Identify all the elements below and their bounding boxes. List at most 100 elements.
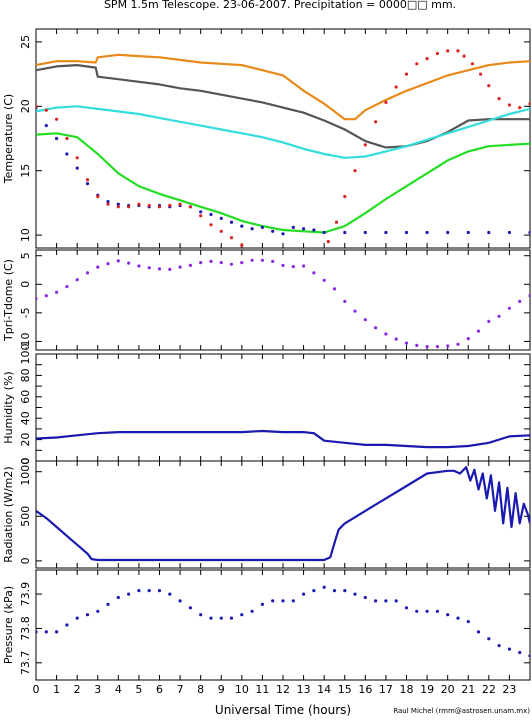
y-tick-label: 5	[19, 252, 32, 259]
data-point	[446, 613, 450, 617]
data-point	[394, 599, 398, 603]
data-point	[219, 261, 223, 265]
data-point	[229, 262, 234, 266]
data-point	[281, 599, 285, 603]
y-tick-label: 40	[19, 411, 32, 425]
data-point	[415, 343, 419, 347]
data-point	[353, 309, 357, 313]
data-point	[415, 609, 419, 613]
y-tick-label: 20	[19, 99, 32, 113]
y-tick-label: 0	[19, 557, 32, 564]
data-point	[229, 236, 234, 240]
data-point	[85, 271, 90, 275]
y-tick-label: 80	[19, 368, 32, 382]
data-point	[65, 623, 69, 627]
data-point	[85, 178, 90, 182]
data-point	[456, 616, 460, 620]
data-point	[302, 592, 306, 596]
y-axis-label: Radiation (W/m2)	[2, 466, 15, 562]
data-point	[168, 592, 172, 596]
data-point	[168, 267, 172, 271]
data-point	[343, 230, 347, 235]
data-point	[260, 225, 264, 229]
x-tick-label: 10	[235, 683, 249, 696]
data-point	[240, 243, 244, 247]
data-point	[394, 337, 398, 341]
y-axis-label: Tpri-Tdome (C)	[2, 259, 15, 342]
data-point	[343, 589, 347, 593]
data-point	[466, 337, 470, 341]
x-axis-label: Universal Time (hours)	[215, 703, 351, 717]
data-point	[65, 285, 69, 289]
data-point	[44, 108, 48, 112]
data-point	[116, 595, 120, 600]
data-point	[75, 156, 79, 160]
series-line	[36, 132, 530, 234]
series-blue	[36, 106, 530, 236]
data-point	[462, 54, 466, 58]
data-point	[384, 230, 388, 235]
data-point	[466, 230, 470, 235]
data-point	[322, 585, 326, 589]
y-tick-label: -5	[19, 307, 32, 318]
data-point	[497, 644, 501, 648]
x-tick-label: 0	[33, 683, 40, 696]
panel-radiation: 0 500 1000 Radiation (W/m2)	[2, 458, 531, 569]
series-line	[36, 53, 530, 121]
data-point	[302, 264, 306, 268]
data-point	[334, 220, 339, 224]
data-point	[96, 609, 100, 613]
y-tick-label: 500	[19, 506, 32, 527]
y-axis-label: Pressure (kPa)	[2, 586, 15, 664]
data-point	[384, 332, 388, 336]
data-point	[250, 258, 254, 262]
data-point	[116, 259, 120, 263]
y-tick-label: 73.9	[19, 582, 32, 607]
data-point	[456, 49, 460, 53]
panel-tpri-tdome: -10 -5 0 5 Tpri-Tdome (C)	[2, 249, 531, 351]
data-point	[332, 287, 337, 291]
y-tick-label: 15	[19, 164, 32, 178]
data-point	[446, 230, 450, 235]
data-point	[229, 616, 234, 620]
data-layer	[36, 49, 530, 247]
x-tick-label: 16	[358, 683, 372, 696]
data-point	[404, 72, 409, 76]
panel-frame	[35, 28, 531, 249]
data-point	[127, 261, 131, 265]
x-tick-label: 19	[420, 683, 434, 696]
data-point	[157, 589, 162, 593]
data-point	[425, 345, 429, 349]
series-line	[36, 466, 530, 562]
data-point	[168, 203, 172, 208]
data-point	[137, 202, 141, 206]
data-point	[456, 342, 460, 346]
data-point	[487, 319, 491, 323]
data-point	[528, 294, 530, 298]
data-point	[106, 202, 110, 206]
series-blue	[36, 585, 530, 658]
data-point	[518, 650, 522, 655]
x-tick-label: 8	[197, 683, 204, 696]
data-point	[374, 599, 378, 603]
data-point	[363, 318, 367, 322]
data-point	[302, 227, 306, 231]
credit-text: Raul Michel (rmm@astrosen.unam.mx)	[393, 707, 530, 715]
data-point	[44, 630, 48, 634]
x-tick-label: 14	[317, 683, 331, 696]
data-point	[188, 263, 192, 267]
data-point	[507, 306, 511, 310]
x-tick-label: 12	[276, 683, 290, 696]
data-point	[470, 62, 474, 66]
series-orange	[36, 53, 530, 121]
data-point	[312, 228, 316, 232]
data-point	[374, 326, 378, 330]
data-point	[394, 85, 398, 89]
series-blue	[36, 429, 530, 449]
panel-frame	[35, 353, 531, 462]
data-point	[425, 230, 429, 235]
x-tick-label: 21	[461, 683, 475, 696]
data-point	[312, 271, 316, 275]
panel-temperature: 10 15 20 25 Temperature (C)	[2, 28, 531, 249]
